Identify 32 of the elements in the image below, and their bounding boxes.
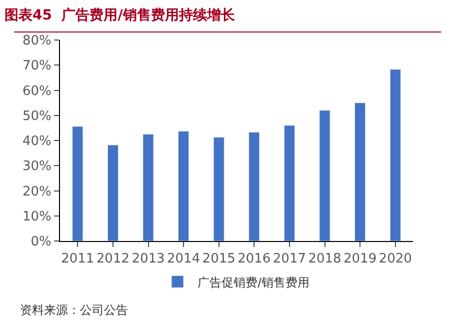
x-tick-label: 2020	[378, 252, 412, 267]
y-tick-label: 20%	[22, 184, 52, 200]
bar	[248, 132, 260, 241]
x-tick-label: 2019	[344, 252, 377, 267]
bar	[107, 144, 118, 241]
x-tick-label: 2016	[238, 252, 271, 267]
bar	[142, 134, 154, 241]
x-tick-label: 2011	[61, 252, 94, 267]
bar	[354, 102, 366, 241]
legend-label: 广告促销费/销售费用	[198, 275, 310, 290]
text: 资料来源：公司公告	[20, 303, 128, 317]
y-tick-label: 0%	[30, 234, 52, 250]
x-tick-label: 2018	[308, 252, 342, 267]
x-tick-label: 2017	[272, 252, 306, 267]
y-tick-label: 70%	[22, 58, 52, 74]
x-tick-label: 2014	[167, 252, 200, 267]
chart-title: 图表45 广告费用/销售费用持续增长	[4, 6, 236, 24]
y-tick-label: 50%	[22, 108, 52, 124]
x-tick-label: 2013	[132, 252, 165, 267]
y-tick-label: 30%	[22, 159, 52, 174]
bar	[178, 130, 190, 241]
bar	[284, 125, 295, 241]
y-tick-label: 10%	[22, 209, 52, 224]
x-tick-label: 2015	[202, 252, 236, 267]
x-tick-label: 2012	[96, 252, 130, 267]
bar	[390, 69, 401, 241]
bar	[213, 136, 224, 241]
bar	[319, 110, 330, 241]
y-tick-label: 80%	[22, 34, 52, 49]
y-tick-label: 60%	[22, 84, 52, 99]
y-tick-label: 40%	[22, 134, 52, 150]
bar	[72, 126, 84, 241]
